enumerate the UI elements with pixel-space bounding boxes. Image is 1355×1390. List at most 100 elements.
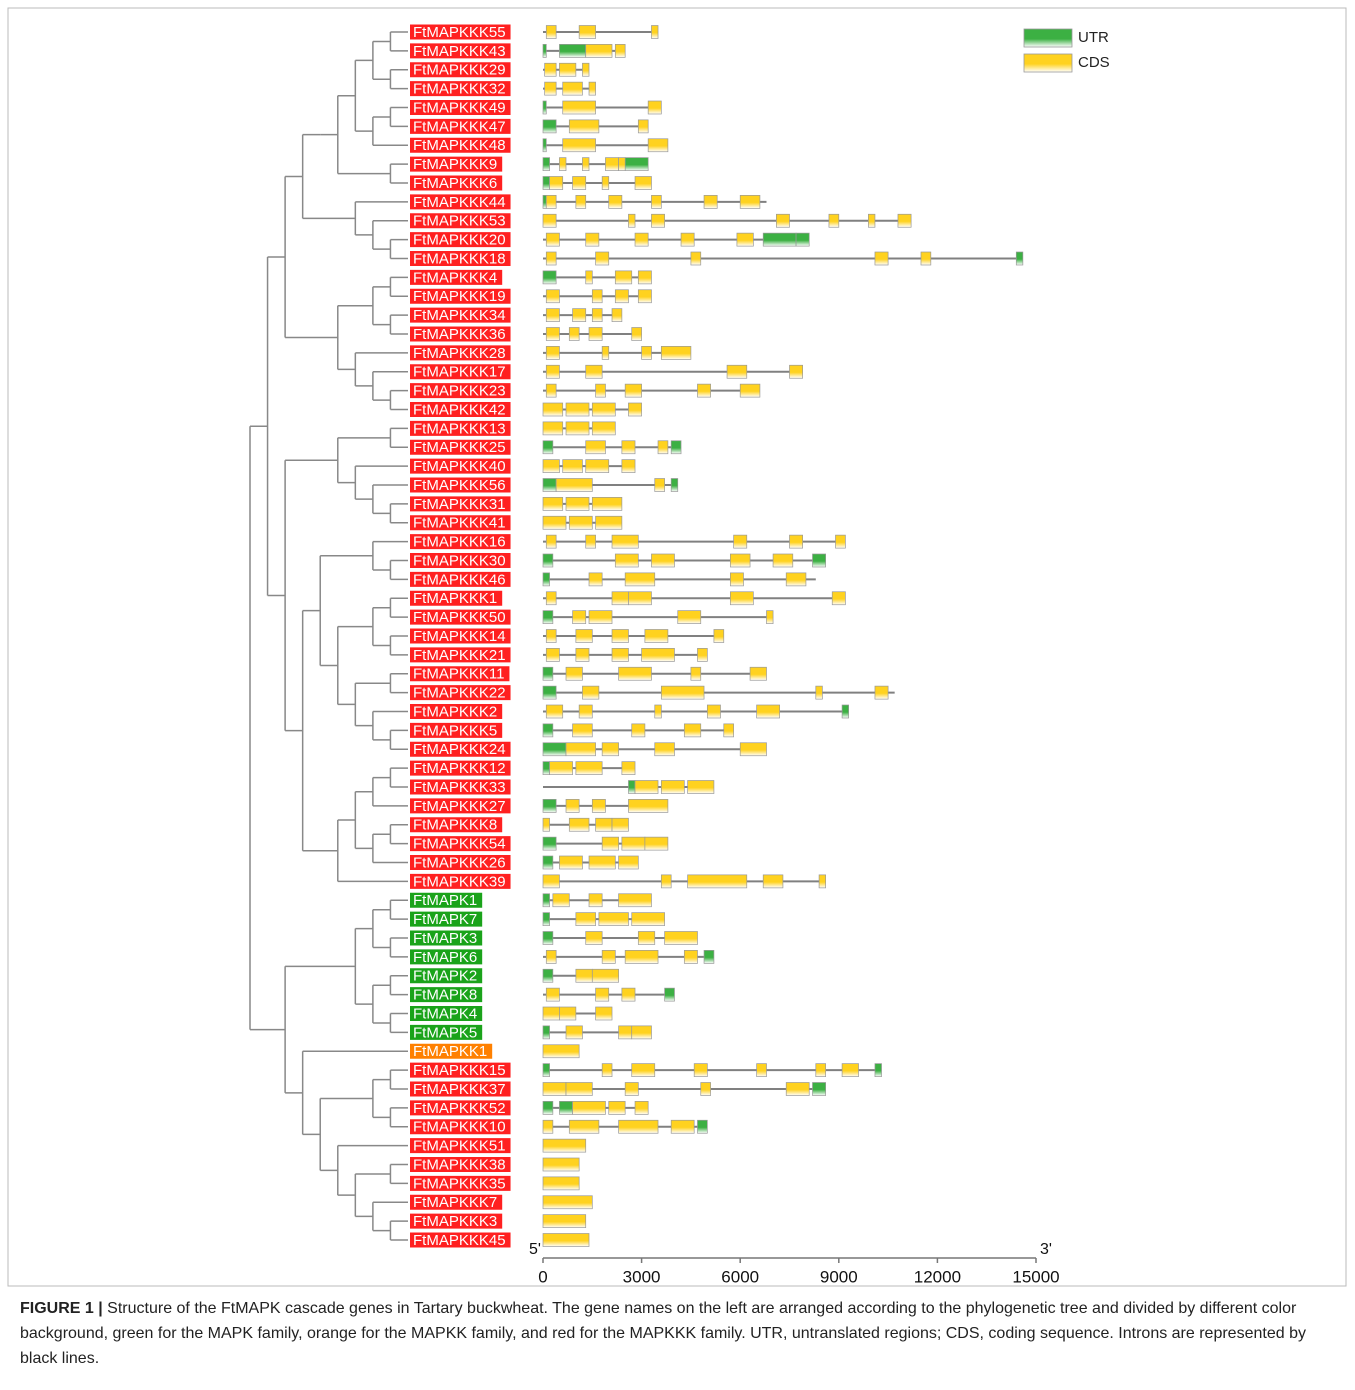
cds-block xyxy=(736,232,754,247)
utr-block xyxy=(542,1025,550,1040)
cds-block xyxy=(575,195,587,209)
cds-block xyxy=(601,1063,613,1077)
cds-block xyxy=(611,534,639,549)
gene-label-bg xyxy=(410,1138,511,1154)
gene-label-bg xyxy=(410,1157,511,1172)
gene-label: FtMAPKKK6 xyxy=(413,175,497,192)
gene-label: FtMAPKKK37 xyxy=(413,1081,506,1098)
gene-label: FtMAPKKK9 xyxy=(413,156,497,173)
cds-block xyxy=(585,931,603,945)
cds-block xyxy=(687,780,715,794)
gene-label-bg xyxy=(410,817,503,833)
legend-swatch xyxy=(1023,28,1073,48)
legend-label: UTR xyxy=(1078,29,1109,46)
cds-block xyxy=(621,836,646,851)
gene-label-bg xyxy=(410,892,483,908)
utr-block xyxy=(542,761,550,775)
gene-label-bg xyxy=(410,307,511,323)
cds-block xyxy=(634,176,652,190)
axis-end-label: 3' xyxy=(1040,1241,1052,1258)
cds-block xyxy=(562,100,596,115)
cds-block xyxy=(568,119,600,134)
cds-block xyxy=(690,251,702,266)
gene-label-bg xyxy=(410,420,511,436)
cds-block xyxy=(591,799,606,813)
cds-block xyxy=(920,251,932,266)
cds-block xyxy=(624,950,659,964)
cds-block xyxy=(815,1063,827,1077)
cds-block xyxy=(595,987,610,1002)
caption-text: Structure of the FtMAPK cascade genes in… xyxy=(20,1300,1306,1367)
utr-block xyxy=(542,893,550,908)
gene-label: FtMAPKKK12 xyxy=(413,760,506,777)
cds-block xyxy=(578,25,596,39)
cds-block xyxy=(601,176,610,190)
cds-block xyxy=(575,648,590,662)
cds-block xyxy=(542,1195,593,1210)
cds-block xyxy=(693,1063,708,1077)
utr-block xyxy=(542,176,550,190)
cds-block xyxy=(680,232,695,247)
cds-block xyxy=(611,308,623,322)
cds-block xyxy=(841,1063,859,1077)
gene-label: FtMAPK2 xyxy=(413,968,477,985)
cds-block xyxy=(542,817,550,832)
cds-block xyxy=(588,610,613,624)
cds-block xyxy=(739,383,761,398)
cds-block xyxy=(634,780,659,794)
cds-block xyxy=(651,25,659,39)
gene-label: FtMAPKKK40 xyxy=(413,458,506,475)
cds-block xyxy=(542,421,564,436)
gene-label-bg xyxy=(410,439,511,455)
gene-label-bg xyxy=(410,534,511,550)
cds-block xyxy=(582,685,600,700)
cds-block xyxy=(631,327,642,341)
cds-block xyxy=(634,232,649,247)
gene-label: FtMAPKKK42 xyxy=(413,401,506,418)
utr-block xyxy=(542,553,554,568)
utr-block xyxy=(542,440,554,455)
cds-block xyxy=(568,515,593,530)
cds-block xyxy=(545,591,557,606)
cds-block xyxy=(585,440,606,455)
cds-block xyxy=(585,232,600,247)
gene-label: FtMAPK5 xyxy=(413,1024,477,1041)
cds-block xyxy=(559,855,583,870)
cds-block xyxy=(545,232,560,247)
utr-block xyxy=(624,157,649,171)
gene-label-bg xyxy=(410,855,511,870)
cds-block xyxy=(637,289,652,304)
gene-label: FtMAPK3 xyxy=(413,930,477,947)
gene-label: FtMAPKKK39 xyxy=(413,873,506,890)
cds-block xyxy=(634,1101,649,1115)
gene-label: FtMAPKKK15 xyxy=(413,1062,506,1079)
gene-label-bg xyxy=(410,741,511,757)
cds-block xyxy=(545,950,557,964)
gene-label-bg xyxy=(410,137,511,153)
gene-label-bg xyxy=(410,326,511,342)
gene-label-bg xyxy=(410,458,511,474)
cds-block xyxy=(542,1233,590,1247)
cds-block xyxy=(624,572,656,587)
gene-label-bg xyxy=(410,24,511,40)
utr-block xyxy=(542,912,550,926)
gene-label-bg xyxy=(410,118,511,134)
utr-block xyxy=(542,931,554,945)
cds-block xyxy=(598,912,629,926)
utr-block xyxy=(542,968,554,983)
cds-block xyxy=(828,213,840,228)
gene-label-bg xyxy=(410,571,511,587)
utr-block xyxy=(664,987,675,1002)
cds-block xyxy=(565,421,590,436)
gene-label: FtMAPKKK46 xyxy=(413,571,506,588)
utr-block xyxy=(874,1063,882,1077)
cds-block xyxy=(542,459,560,473)
cds-block xyxy=(818,874,827,889)
cds-block xyxy=(542,1044,580,1059)
gene-label: FtMAPKKK1 xyxy=(413,590,497,607)
x-tick-label: 9000 xyxy=(820,1267,858,1286)
cds-block xyxy=(601,836,619,851)
x-tick-label: 3000 xyxy=(623,1267,661,1286)
cds-block xyxy=(687,874,748,889)
